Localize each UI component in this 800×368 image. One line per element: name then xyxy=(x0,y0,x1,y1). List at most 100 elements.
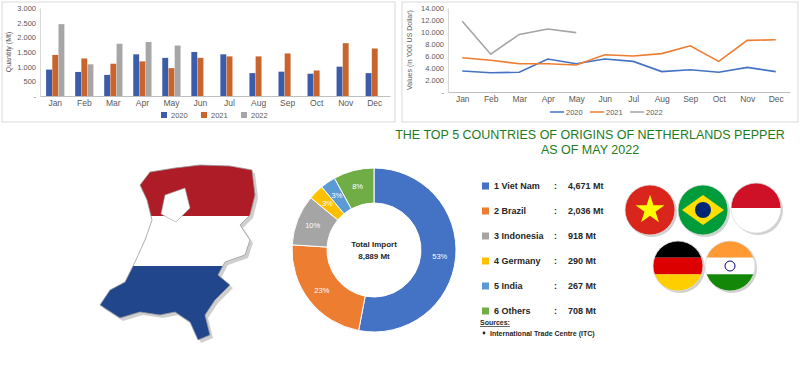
x-tick-label: Aug xyxy=(251,98,266,108)
legend-label: 2022 xyxy=(251,111,268,120)
x-tick: Jun xyxy=(194,96,208,108)
legend-swatch xyxy=(201,112,207,118)
legend-separator: : xyxy=(554,206,557,216)
y-tick: 6.000 xyxy=(425,52,448,61)
bar xyxy=(198,58,204,96)
legend-label: 2021 xyxy=(606,108,623,117)
data-label: 8% xyxy=(352,182,363,191)
flag-ring xyxy=(705,241,755,291)
legend-swatch xyxy=(482,308,489,315)
line xyxy=(462,21,576,54)
x-tick: Dec xyxy=(367,96,383,108)
y-tick-label: 12.000 xyxy=(421,16,444,25)
x-tick: Feb xyxy=(77,96,92,108)
bar xyxy=(278,72,284,96)
flag-ring xyxy=(678,185,728,235)
line xyxy=(462,59,776,73)
flag-band xyxy=(653,258,703,275)
x-tick: Aug xyxy=(655,92,670,104)
legend-label: 2022 xyxy=(646,108,663,117)
sources: Sources:International Trade Centre (ITC) xyxy=(480,319,595,338)
x-tick: May xyxy=(163,96,180,108)
plot-area xyxy=(462,21,776,73)
flag-ring xyxy=(653,241,703,291)
x-tick-label: May xyxy=(163,98,180,108)
center-total: 8,889 Mt xyxy=(358,252,390,261)
bar xyxy=(337,67,343,96)
x-tick-label: Jul xyxy=(628,94,639,104)
x-tick: Jan xyxy=(48,96,62,108)
legend-label: 6 Others xyxy=(494,306,531,316)
flag-band xyxy=(653,241,703,258)
x-tick-label: May xyxy=(569,94,586,104)
flag xyxy=(731,183,783,235)
legend-quantity: 290 Mt xyxy=(568,256,596,266)
flag xyxy=(625,185,677,237)
flag-star xyxy=(636,195,665,223)
flag-body xyxy=(653,241,703,291)
x-axis-line xyxy=(449,92,791,93)
x-tick: Apr xyxy=(542,92,555,104)
x-tick: Oct xyxy=(713,92,727,104)
x-tick-label: Jan xyxy=(48,98,62,108)
y-tick: 8.000 xyxy=(425,40,448,49)
center-title: Total Import xyxy=(351,240,397,249)
y-tick-label: 1.000 xyxy=(17,63,36,72)
bar xyxy=(308,74,314,96)
canvas: -5001.0001.5002.0002.5003.000JanFebMarAp… xyxy=(0,0,800,368)
x-tick: Sep xyxy=(280,96,295,108)
x-tick: Mar xyxy=(106,96,121,108)
flag-band xyxy=(705,274,755,291)
x-tick-label: Dec xyxy=(769,94,785,104)
flag-disc xyxy=(695,202,711,218)
y-tick: 14.000 xyxy=(421,4,448,13)
x-tick: Jul xyxy=(224,96,235,108)
bar xyxy=(314,70,320,96)
line xyxy=(462,40,776,65)
x-axis: JanFebMarAprMayJunJulAugSepOctNovDec xyxy=(41,96,391,108)
bullet xyxy=(483,332,486,335)
flag-band xyxy=(731,208,781,233)
slice xyxy=(292,198,338,247)
data-label: 3% xyxy=(322,199,333,208)
x-tick-label: Nov xyxy=(740,94,756,104)
x-tick-label: Mar xyxy=(512,94,527,104)
source-item: International Trade Centre (ITC) xyxy=(490,330,595,338)
bar xyxy=(104,75,110,96)
x-tick: Sep xyxy=(683,92,698,104)
bar xyxy=(256,56,262,96)
bar xyxy=(191,52,197,96)
donut: 53%23%10%3%3%8% xyxy=(292,168,456,332)
x-tick: Jan xyxy=(456,92,470,104)
flag xyxy=(705,241,757,293)
bar xyxy=(117,44,123,96)
y-axis: -2.0004.0006.0008.00010.00012.00014.000 xyxy=(421,4,448,97)
panel-frame xyxy=(402,2,798,122)
data-label: 23% xyxy=(314,286,329,295)
bar xyxy=(88,64,94,96)
data-label: 3% xyxy=(331,191,342,200)
slice xyxy=(334,168,374,209)
y-tick: 4.000 xyxy=(425,64,448,73)
x-axis: JanFebMarAprMayJunJulAugSepOctNovDec xyxy=(449,92,791,104)
line-chart: -2.0004.0006.0008.00010.00012.00014.000J… xyxy=(402,2,798,122)
x-tick-label: Feb xyxy=(484,94,499,104)
x-tick: Aug xyxy=(251,96,266,108)
y-tick-label: 1.500 xyxy=(17,48,36,57)
x-tick-label: Sep xyxy=(683,94,698,104)
y-tick: 2.000 xyxy=(17,33,40,42)
bar-chart: -5001.0001.5002.0002.5003.000JanFebMarAp… xyxy=(2,2,395,122)
y-axis-line xyxy=(448,9,449,93)
legend-swatch xyxy=(482,258,489,265)
bar xyxy=(285,53,291,96)
legend-swatch xyxy=(590,111,604,113)
flag-band xyxy=(678,185,728,235)
y-tick: 500 xyxy=(23,77,40,86)
x-tick-label: Jul xyxy=(224,98,235,108)
bar xyxy=(227,56,233,96)
x-tick: Apr xyxy=(136,96,149,108)
bar xyxy=(175,46,181,96)
legend-quantity: 267 Mt xyxy=(568,281,596,291)
x-tick: Oct xyxy=(310,96,324,108)
y-tick: - xyxy=(442,88,449,97)
